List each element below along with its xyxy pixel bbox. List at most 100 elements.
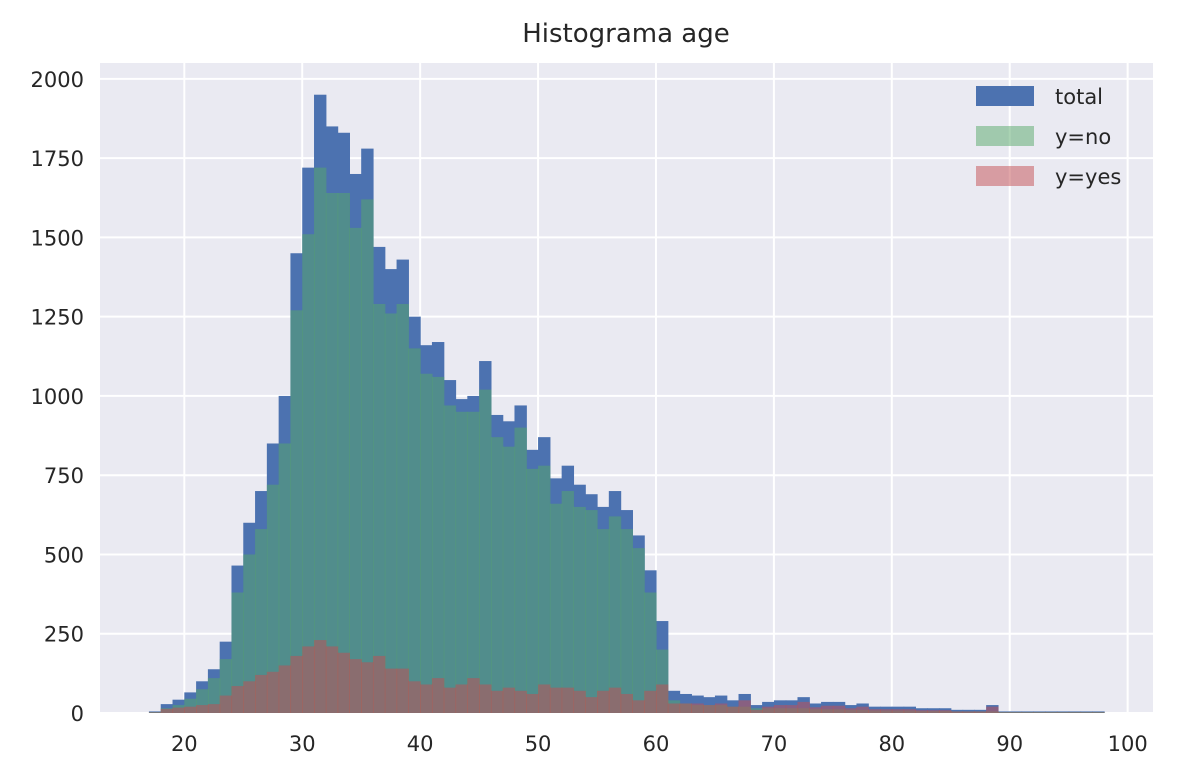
- bar: [290, 655, 303, 713]
- bar: [349, 659, 362, 713]
- bar: [703, 705, 716, 713]
- bar: [490, 690, 504, 713]
- bar: [266, 671, 280, 713]
- bar: [1068, 712, 1082, 713]
- bar: [974, 711, 987, 713]
- bar: [679, 703, 692, 713]
- bar: [243, 681, 256, 713]
- bar: [573, 506, 586, 713]
- bar: [962, 711, 975, 713]
- bar: [549, 687, 563, 713]
- bar: [514, 690, 527, 713]
- bar: [632, 700, 645, 713]
- bar: [868, 709, 881, 713]
- bar: [278, 665, 292, 713]
- y-tick-label: 500: [44, 543, 84, 567]
- bar: [160, 708, 174, 713]
- bar: [443, 405, 457, 713]
- bar: [219, 695, 233, 713]
- bar: [361, 662, 374, 713]
- bar: [467, 411, 480, 713]
- bar: [950, 711, 964, 713]
- x-tick-label: 90: [996, 732, 1023, 756]
- bar: [667, 703, 681, 713]
- bar: [337, 652, 350, 713]
- bar: [372, 655, 386, 713]
- bar: [148, 712, 162, 713]
- bar: [1080, 712, 1093, 713]
- bar: [302, 234, 315, 713]
- bar: [821, 705, 834, 713]
- bar: [785, 705, 799, 713]
- bar: [384, 668, 398, 713]
- bar: [1092, 712, 1105, 713]
- bar: [502, 446, 516, 713]
- legend-label: total: [1055, 85, 1103, 109]
- bar: [184, 706, 197, 713]
- bar: [762, 706, 775, 713]
- bar: [891, 709, 905, 713]
- bar: [608, 687, 622, 713]
- bar: [467, 678, 480, 713]
- bar: [809, 707, 822, 713]
- bars-group: [148, 94, 1105, 714]
- bar: [361, 199, 374, 714]
- bar: [372, 303, 386, 713]
- bar: [773, 705, 787, 713]
- bar: [549, 503, 563, 713]
- y-axis-ticks: 0 250 500 750 1000 1250 1500 1750 2000: [31, 68, 84, 726]
- x-tick-label: 30: [289, 732, 316, 756]
- bar: [349, 227, 362, 713]
- chart-title: Histograma age: [522, 19, 730, 49]
- bar: [538, 684, 551, 713]
- series-2: [148, 640, 1105, 713]
- y-tick-label: 1750: [31, 147, 84, 171]
- bar: [455, 411, 468, 713]
- bar: [927, 710, 940, 713]
- x-tick-label: 60: [643, 732, 670, 756]
- legend-label: y=yes: [1055, 165, 1121, 189]
- bar: [844, 708, 858, 713]
- x-tick-label: 20: [171, 732, 198, 756]
- bar: [396, 303, 409, 713]
- bar: [620, 529, 633, 713]
- x-tick-label: 100: [1108, 732, 1148, 756]
- bar: [526, 468, 539, 713]
- bar: [408, 348, 421, 713]
- bar: [479, 389, 492, 713]
- bar: [856, 706, 869, 713]
- bar: [691, 703, 704, 713]
- x-tick-label: 80: [878, 732, 905, 756]
- legend-label: y=no: [1055, 125, 1111, 149]
- bar: [573, 690, 586, 713]
- bar: [431, 678, 445, 713]
- bar: [997, 712, 1011, 713]
- x-tick-label: 40: [407, 732, 434, 756]
- bar: [337, 193, 350, 713]
- bar: [290, 310, 303, 713]
- bar: [490, 437, 504, 713]
- bar: [408, 681, 421, 713]
- bar: [207, 704, 221, 713]
- y-tick-label: 0: [71, 702, 84, 726]
- bar: [255, 529, 268, 713]
- bar: [903, 709, 916, 713]
- y-tick-label: 1500: [31, 226, 84, 250]
- legend-swatch: [976, 126, 1034, 146]
- series-1: [148, 167, 1105, 714]
- bar: [714, 703, 728, 713]
- bar: [750, 709, 763, 713]
- bar: [632, 548, 645, 713]
- bar: [196, 705, 209, 713]
- bar: [585, 510, 598, 713]
- x-tick-label: 70: [761, 732, 788, 756]
- bar: [443, 687, 457, 713]
- bar: [420, 373, 433, 713]
- bar: [738, 700, 751, 713]
- x-axis-ticks: 20 30 40 50 60 70 80 90 100: [171, 732, 1148, 756]
- bar: [797, 701, 810, 713]
- bar: [1009, 712, 1023, 713]
- bar: [172, 707, 185, 713]
- y-tick-label: 2000: [31, 68, 84, 92]
- bar: [585, 697, 598, 713]
